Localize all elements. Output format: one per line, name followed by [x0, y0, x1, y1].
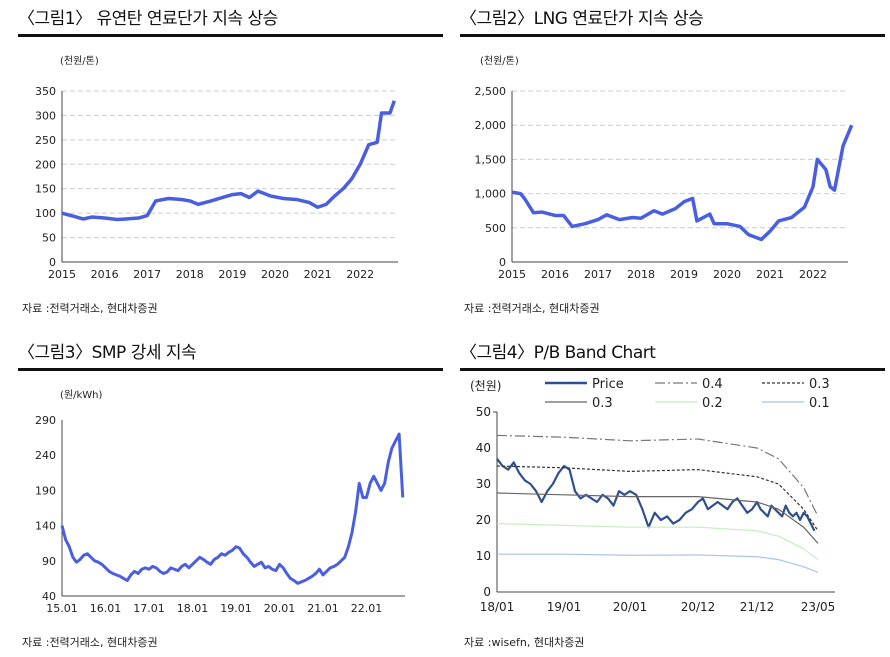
chart-title: 〈그림1〉 유연탄 연료단가 지속 상승: [18, 9, 278, 29]
x-tick-label: 20/01: [613, 600, 648, 614]
y-tick-label: 40: [476, 441, 491, 455]
source-note: 자료 :전력거래소, 현대차증권: [22, 302, 158, 315]
legend-label: 0.3: [592, 396, 613, 411]
x-tick-label: 2016: [541, 268, 569, 281]
y-tick-label: 0: [483, 585, 491, 599]
y-tick-label: 1,000: [475, 188, 507, 201]
series-line-0.1: [497, 553, 819, 573]
series-line-0.3: [496, 465, 819, 532]
x-tick-label: 21/12: [740, 600, 775, 614]
x-tick-label: 2022: [346, 268, 374, 281]
x-tick-label: 2022: [799, 268, 827, 281]
y-tick-label: 250: [35, 134, 56, 147]
x-tick-label: 19.01: [220, 602, 252, 615]
y-tick-label: 1,500: [475, 153, 507, 166]
panel-3: 〈그림3〉SMP 강세 지속: [18, 340, 443, 371]
x-tick-label: 20.01: [264, 602, 296, 615]
y-tick-label: 290: [35, 414, 56, 427]
title-rule: [460, 368, 885, 371]
x-tick-label: 2016: [91, 268, 119, 281]
y-tick-label: 350: [35, 85, 56, 98]
x-tick-label: 18/01: [480, 600, 515, 614]
x-tick-label: 2019: [218, 268, 246, 281]
chart-title: 〈그림3〉SMP 강세 지속: [18, 343, 197, 363]
y-tick-label: 10: [476, 549, 491, 563]
chart-title: 〈그림2〉LNG 연료단가 지속 상승: [460, 9, 704, 29]
series-line-0.3: [496, 492, 819, 544]
x-tick-label: 2017: [584, 268, 612, 281]
unit-label: (천원): [470, 378, 501, 393]
y-tick-label: 90: [42, 555, 56, 568]
y-tick-label: 2,500: [475, 85, 507, 98]
y-tick-label: 150: [35, 183, 56, 196]
y-tick-label: 240: [35, 449, 56, 462]
unit-label: (천원/톤): [480, 55, 519, 67]
x-tick-label: 2020: [261, 268, 289, 281]
x-tick-label: 22.01: [351, 602, 383, 615]
x-tick-label: 23/05: [801, 600, 836, 614]
x-tick-label: 15.01: [46, 602, 78, 615]
x-tick-label: 18.01: [177, 602, 209, 615]
y-tick-label: 140: [35, 520, 56, 533]
y-tick-label: 50: [42, 232, 56, 245]
unit-label: (원/kWh): [60, 389, 102, 401]
y-tick-label: 190: [35, 484, 56, 497]
x-tick-label: 20/12: [681, 600, 716, 614]
y-tick-label: 300: [35, 109, 56, 122]
title-rule: [18, 34, 443, 37]
y-tick-label: 200: [35, 158, 56, 171]
legend-label: 0.1: [809, 396, 830, 411]
y-tick-label: 2,000: [475, 119, 507, 132]
title-rule: [460, 34, 885, 37]
y-tick-label: 500: [485, 222, 506, 235]
y-tick-label: 100: [35, 207, 56, 220]
x-tick-label: 2018: [176, 268, 204, 281]
y-tick-label: 40: [42, 590, 56, 603]
panel-4: 〈그림4〉P/B Band Chart: [460, 340, 885, 371]
series-line-value: [511, 124, 854, 242]
panel-2: 〈그림2〉LNG 연료단가 지속 상승: [460, 6, 885, 37]
x-tick-label: 2015: [48, 268, 76, 281]
legend-label: 0.4: [702, 377, 723, 392]
x-tick-label: 17.01: [133, 602, 165, 615]
series-line-0.2: [496, 523, 819, 561]
legend-label: Price: [592, 377, 624, 392]
series-line-0.4: [496, 434, 819, 517]
legend-label: 0.2: [702, 396, 723, 411]
x-tick-label: 2021: [756, 268, 784, 281]
y-tick-label: 50: [476, 405, 491, 419]
x-tick-label: 2018: [627, 268, 655, 281]
source-note: 자료 :wisefn, 현대차증권: [464, 636, 585, 649]
x-tick-label: 19/01: [547, 600, 582, 614]
series-line-Price: [496, 458, 816, 532]
y-tick-label: 20: [476, 513, 491, 527]
series-line-value: [60, 432, 405, 585]
x-tick-label: 16.01: [90, 602, 122, 615]
chart-title: 〈그림4〉P/B Band Chart: [460, 343, 656, 363]
x-tick-label: 21.01: [307, 602, 339, 615]
source-note: 자료 :전력거래소, 현대차증권: [22, 636, 158, 649]
y-tick-label: 0: [499, 256, 506, 269]
title-rule: [18, 368, 443, 371]
y-tick-label: 30: [476, 477, 491, 491]
unit-label: (천원/톤): [60, 55, 99, 67]
series-line-value: [61, 100, 396, 222]
source-note: 자료 :전력거래소, 현대차증권: [464, 302, 600, 315]
x-tick-label: 2021: [304, 268, 332, 281]
x-tick-label: 2015: [498, 268, 526, 281]
x-tick-label: 2019: [670, 268, 698, 281]
x-tick-label: 2020: [713, 268, 741, 281]
legend-label: 0.3: [809, 377, 830, 392]
x-tick-label: 2017: [133, 268, 161, 281]
y-tick-label: 0: [49, 256, 56, 269]
panel-1: 〈그림1〉 유연탄 연료단가 지속 상승: [18, 6, 443, 37]
